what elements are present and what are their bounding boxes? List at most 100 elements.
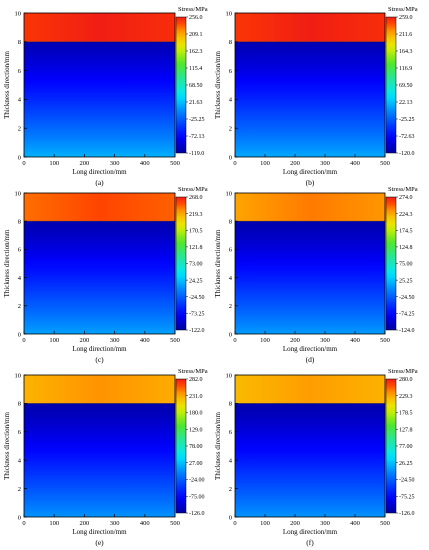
x-tick-label: 400 (140, 520, 150, 527)
colorbar-title: Stress/MPa (388, 6, 418, 13)
x-tick-label: 200 (80, 160, 90, 167)
plot-frame (234, 374, 386, 518)
colorbar-tick-label: -120.0 (399, 151, 415, 157)
lower-layer-region (235, 221, 385, 334)
x-tick-label: 300 (320, 520, 330, 527)
y-tick-label: 4 (18, 97, 22, 104)
y-tick-label: 10 (226, 372, 233, 379)
colorbar-tick-label: 274.0 (399, 195, 413, 201)
colorbar-title: Stress/MPa (388, 368, 418, 375)
x-axis-label: Long direction/mm (283, 345, 338, 353)
y-tick-label: 0 (18, 331, 21, 338)
colorbar (385, 378, 397, 514)
colorbar-tick-label: -126.0 (189, 511, 205, 517)
x-tick-label: 400 (350, 160, 360, 167)
y-axis-label: Thickness direction/mm (214, 412, 222, 480)
colorbar-tick-label: 174.5 (399, 228, 413, 234)
upper-layer-region (235, 13, 385, 42)
colorbar-tick-label: 224.3 (399, 212, 413, 218)
y-axis-label: Thickness direction/mm (214, 51, 222, 119)
y-axis-label: Thickness direction/mm (214, 229, 222, 297)
upper-layer-region (24, 13, 175, 42)
plot-frame (23, 12, 176, 158)
chart-panel-0: 0 100 200 300 400 500 0 2 4 6 8 10 Long direction/mm… (3, 6, 208, 187)
colorbar-tick-label: 124.8 (399, 245, 413, 251)
x-tick-label: 0 (22, 160, 25, 167)
colorbar-tick-label: 77.00 (399, 444, 413, 450)
colorbar-tick-label: -72.13 (189, 134, 205, 140)
y-tick-label: 0 (229, 154, 232, 161)
colorbar-tick-label: -25.25 (399, 117, 415, 123)
colorbar-tick-label: 282.0 (189, 377, 203, 383)
colorbar-tick-label: 178.5 (399, 411, 413, 417)
upper-layer-region (24, 375, 175, 404)
colorbar-tick-label: 211.6 (399, 32, 412, 38)
x-tick-label: 500 (170, 337, 180, 344)
y-tick-label: 4 (18, 275, 22, 282)
colorbar-tick-label: 24.25 (189, 278, 203, 284)
upper-layer-region (24, 193, 175, 222)
colorbar-tick-label: 129.0 (189, 427, 203, 433)
colorbar-tick-label: 26.25 (399, 461, 413, 467)
x-tick-label: 100 (260, 520, 270, 527)
colorbar-tick-label: 115.4 (189, 66, 202, 72)
x-tick-label: 400 (350, 520, 360, 527)
y-tick-label: 2 (18, 303, 21, 310)
panel-label: (d) (306, 355, 315, 364)
plot-frame (23, 374, 176, 518)
colorbar-tick-label: -72.63 (399, 134, 415, 140)
colorbar-tick-label: 229.3 (399, 394, 413, 400)
y-tick-label: 4 (229, 275, 233, 282)
x-tick-label: 200 (290, 160, 300, 167)
x-axis-label: Long direction/mm (283, 528, 338, 536)
y-tick-label: 8 (18, 39, 21, 46)
y-tick-label: 4 (229, 458, 233, 465)
colorbar-tick-label: 25.25 (399, 278, 413, 284)
x-tick-label: 100 (49, 337, 59, 344)
x-tick-label: 400 (350, 337, 360, 344)
y-tick-label: 6 (18, 247, 22, 254)
chart-panel-1: 0 100 200 300 400 500 0 2 4 6 8 10 Long direction/mm… (214, 6, 418, 187)
colorbar-tick-label: 162.3 (189, 49, 203, 55)
colorbar-tick-label: -122.0 (189, 328, 205, 334)
panel-label: (f) (306, 538, 314, 547)
x-tick-label: 100 (49, 520, 59, 527)
colorbar-tick-label: 27.00 (189, 461, 203, 467)
x-tick-label: 500 (170, 160, 180, 167)
y-tick-label: 10 (15, 10, 22, 17)
colorbar-tick-label: 164.3 (399, 49, 413, 55)
colorbar-tick-label: 22.13 (399, 100, 413, 106)
x-tick-label: 100 (260, 337, 270, 344)
colorbar-title: Stress/MPa (388, 186, 418, 193)
y-tick-label: 8 (229, 39, 232, 46)
x-tick-label: 200 (80, 337, 90, 344)
x-tick-label: 400 (140, 337, 150, 344)
x-tick-label: 300 (110, 337, 120, 344)
y-tick-label: 2 (229, 303, 232, 310)
x-tick-label: 200 (290, 520, 300, 527)
y-tick-label: 2 (229, 126, 232, 133)
panel-label: (c) (95, 355, 104, 364)
y-tick-label: 2 (18, 486, 21, 493)
x-tick-label: 300 (110, 520, 120, 527)
colorbar-tick-label: -75.00 (189, 494, 205, 500)
colorbar-tick-label: 127.8 (399, 427, 413, 433)
colorbar-tick-label: -24.50 (399, 295, 415, 301)
chart-panel-3: 0 100 200 300 400 500 0 2 4 6 8 10 Long direction/mm… (214, 186, 418, 364)
lower-layer-region (24, 403, 175, 517)
colorbar-tick-label: 75.00 (399, 262, 413, 268)
colorbar-tick-label: -124.0 (399, 328, 415, 334)
colorbar-tick-label: 231.0 (189, 394, 203, 400)
y-tick-label: 6 (229, 429, 233, 436)
upper-layer-region (235, 193, 385, 222)
colorbar (175, 196, 187, 331)
colorbar (175, 378, 187, 514)
colorbar-tick-label: -24.00 (189, 478, 205, 484)
y-tick-label: 4 (18, 458, 22, 465)
y-axis-label: Thickness direction/mm (3, 229, 11, 297)
y-tick-label: 8 (18, 401, 21, 408)
lower-layer-region (24, 41, 175, 157)
plot-frame (234, 12, 386, 158)
colorbar-tick-label: 256.0 (189, 15, 203, 21)
